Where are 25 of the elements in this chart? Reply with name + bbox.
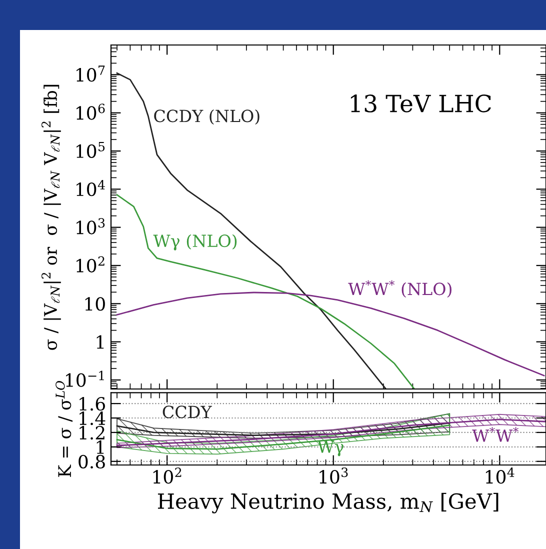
y-tick-label: 10$^{4}$ xyxy=(76,180,105,196)
y-tick-label: 1 xyxy=(96,335,104,349)
series-label: Wγ xyxy=(317,440,344,456)
x-tick-label: 10$^{3}$ xyxy=(320,468,348,484)
x-tick-label: 10$^{4}$ xyxy=(486,468,514,484)
y-tick-label: 10$^{2}$ xyxy=(76,256,104,272)
y-tick-label: 10$^{6}$ xyxy=(76,104,105,120)
y-tick-label: 1.2 xyxy=(80,426,104,440)
y-tick-label: 10$^{3}$ xyxy=(76,218,105,234)
series-label: CCDY xyxy=(162,406,212,418)
y-tick-label: 10 xyxy=(85,297,105,311)
y-tick-label: 1.6 xyxy=(80,397,106,411)
y-tick-label: 1.4 xyxy=(80,411,106,426)
series-label: CCDY (NLO) xyxy=(154,109,260,125)
x-axis-title: Heavy Neutrino Mass, m$_{N}$ [GeV] xyxy=(158,492,498,514)
text: σ / |V$_{ℓN}$|$^{2}$ or σ / |V$_{ℓN}$ V$_{ℓN}$|$^{2}$ [fb] xyxy=(41,84,61,350)
x-tick-label: 10$^{2}$ xyxy=(153,468,182,484)
y-tick-label: 1 xyxy=(96,440,104,454)
y-tick-label: 10$^{5}$ xyxy=(76,142,105,158)
y-tick-label: 0.8 xyxy=(78,454,105,468)
series-label: Wγ (NLO) xyxy=(153,234,237,250)
annotation: 13 TeV LHC xyxy=(350,94,491,112)
series-label: W$^{*}$W$^{*}$ (NLO) xyxy=(348,280,452,298)
y-tick-label: 10$^{7}$ xyxy=(76,66,105,82)
series-label: W$^{*}$W$^{*}$ xyxy=(472,427,519,442)
